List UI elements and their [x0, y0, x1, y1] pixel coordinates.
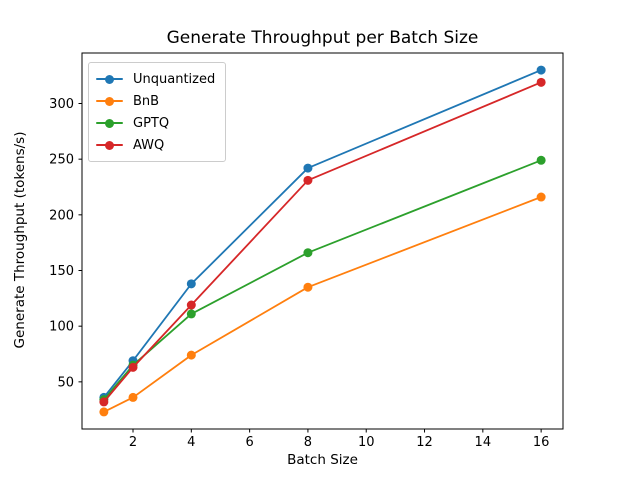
data-point-unquantized [303, 163, 313, 173]
data-point-awq [536, 77, 546, 87]
legend-line-marker-icon [96, 74, 123, 84]
legend-item-unquantized: Unquantized [96, 68, 215, 90]
legend-label: Unquantized [133, 71, 216, 87]
legend: Unquantized BnB GPTQ AWQ [88, 62, 227, 162]
data-point-gptq [536, 155, 546, 165]
y-tick-label: 100 [49, 320, 74, 335]
data-point-bnb [303, 282, 313, 292]
x-tick-label: 16 [533, 435, 550, 450]
legend-label: BnB [133, 93, 160, 109]
legend-item-gptq: GPTQ [96, 112, 215, 134]
data-point-bnb [536, 192, 546, 202]
data-point-awq [303, 175, 313, 185]
x-axis-label: Batch Size [287, 452, 358, 468]
series-line-gptq [103, 159, 542, 401]
series-line-bnb [103, 196, 542, 413]
y-tick-label: 300 [49, 97, 74, 112]
legend-label: GPTQ [133, 115, 170, 131]
axes-spines [81, 52, 564, 430]
y-tick-label: 150 [49, 264, 74, 279]
data-point-bnb [99, 407, 109, 417]
data-point-awq [99, 397, 109, 407]
chart-title: Generate Throughput per Batch Size [166, 28, 479, 48]
x-tick-label: 6 [245, 435, 253, 450]
data-point-unquantized [536, 65, 546, 75]
y-tick-label: 200 [49, 208, 74, 223]
legend-label: AWQ [133, 137, 165, 153]
legend-line-marker-icon [96, 96, 123, 106]
legend-line-marker-icon [96, 140, 123, 150]
y-tick-label: 50 [57, 375, 74, 390]
legend-item-bnb: BnB [96, 90, 215, 112]
data-point-awq [128, 362, 138, 372]
data-point-gptq [186, 309, 196, 319]
data-point-bnb [186, 350, 196, 360]
legend-line-marker-icon [96, 118, 123, 128]
y-axis-label: Generate Throughput (tokens/s) [12, 131, 28, 349]
data-point-gptq [303, 248, 313, 258]
x-tick-label: 8 [304, 435, 312, 450]
x-tick-label: 12 [416, 435, 433, 450]
x-tick-label: 10 [358, 435, 375, 450]
y-tick-label: 250 [49, 153, 74, 168]
data-point-bnb [128, 392, 138, 402]
legend-item-awq: AWQ [96, 134, 215, 156]
data-point-unquantized [186, 279, 196, 289]
data-point-awq [186, 300, 196, 310]
x-tick-label: 4 [187, 435, 195, 450]
x-tick-label: 14 [475, 435, 492, 450]
x-tick-label: 2 [129, 435, 137, 450]
